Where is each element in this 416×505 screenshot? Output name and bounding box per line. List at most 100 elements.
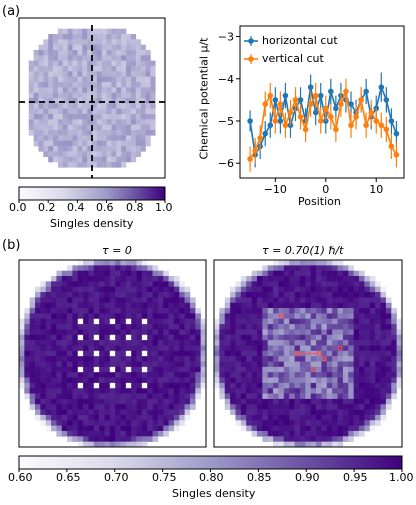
map-a-cell [96, 71, 103, 77]
map-cell [256, 414, 263, 421]
map-cell [125, 388, 132, 394]
map-cell [240, 414, 247, 421]
map-cell [125, 302, 132, 309]
map-cell [56, 345, 63, 352]
map-cell [184, 398, 191, 405]
map-cell [348, 302, 354, 309]
map-cell [310, 324, 317, 330]
map-cell [67, 404, 73, 410]
map-cell [29, 350, 36, 357]
map-cell [131, 260, 137, 266]
map-cell [283, 430, 290, 437]
map-a-cell [111, 60, 117, 67]
map-cell [163, 388, 169, 394]
colorbar-b-tick-1: 0.65 [56, 471, 81, 484]
map-a-cell [43, 39, 49, 45]
map-cell [310, 281, 317, 288]
map-cell [342, 345, 349, 352]
map-cell [93, 430, 100, 437]
map-a-cell [106, 162, 112, 168]
map-cell [179, 345, 185, 352]
map-cell [109, 372, 116, 378]
map-cell [115, 388, 121, 394]
map-a-cell [126, 146, 132, 152]
map-a-cell [140, 130, 146, 136]
map-cell [93, 404, 100, 410]
map-cell [283, 425, 290, 432]
map-cell [251, 281, 258, 288]
map-a-cell [101, 130, 107, 136]
map-cell [163, 292, 169, 298]
map-a-cell [43, 82, 49, 88]
map-a-cell [67, 146, 73, 152]
map-cell [278, 302, 285, 309]
map-cell [385, 361, 392, 368]
map-a-cell [135, 50, 141, 56]
map-cell [40, 324, 47, 330]
map-a-cell [53, 130, 59, 136]
map-a-cell [96, 124, 103, 131]
map-cell [93, 276, 100, 282]
map-cell [109, 270, 116, 277]
map-cell [173, 414, 180, 421]
map-cell [235, 318, 242, 325]
map-cell [283, 340, 290, 346]
map-a-cell [92, 76, 98, 83]
map-a-cell [77, 140, 83, 147]
map-cell [35, 297, 41, 304]
map-cell [294, 441, 301, 448]
map-cell [120, 334, 127, 341]
map-a-cell [82, 44, 88, 51]
map-cell [61, 361, 68, 368]
map-cell [173, 302, 180, 309]
map-cell [88, 388, 95, 394]
map-cell [157, 372, 164, 378]
map-cell [45, 382, 52, 389]
map-cell [332, 276, 338, 282]
map-cell [342, 409, 349, 416]
map-cell [131, 377, 137, 384]
map-a-cell [150, 124, 156, 131]
map-a-cell [116, 124, 122, 131]
map-cell [316, 425, 322, 432]
map-cell [316, 441, 322, 448]
map-a-cell [116, 87, 122, 93]
map-cell [353, 329, 360, 336]
map-a-cell [111, 151, 117, 157]
map-cell [104, 302, 111, 309]
map-a-cell [101, 114, 107, 120]
map-cell [369, 388, 376, 394]
map-cell [72, 430, 79, 437]
map-cell [305, 329, 311, 336]
map-cell [294, 318, 301, 325]
map-a-cell [67, 156, 73, 163]
map-cell [267, 286, 274, 293]
map-cell [147, 324, 153, 330]
map-cell [353, 361, 360, 368]
map-cell [120, 409, 127, 416]
data-point [262, 101, 269, 107]
map-cell [51, 286, 57, 293]
map-a-cell [116, 130, 122, 136]
map-cell [224, 361, 231, 368]
map-cell [125, 281, 132, 288]
map-a-cell [116, 71, 122, 77]
map-a-cell [106, 55, 112, 61]
map-cell [385, 350, 392, 357]
map-cell [289, 366, 295, 373]
map-a-cell [111, 76, 117, 83]
map-cell [77, 324, 84, 330]
map-cell [219, 356, 226, 362]
map-a-cell [130, 98, 137, 104]
map-a-cell [135, 39, 141, 45]
map-a-cell [106, 140, 112, 147]
map-cell [141, 329, 148, 336]
map-cell [56, 276, 63, 282]
map-a-cell [145, 55, 151, 61]
map-cell [67, 361, 73, 368]
map-cell [136, 281, 143, 288]
map-a-cell [38, 103, 44, 109]
map-cell [61, 286, 68, 293]
map-a-cell [77, 76, 83, 83]
map-a-cell [67, 66, 73, 72]
